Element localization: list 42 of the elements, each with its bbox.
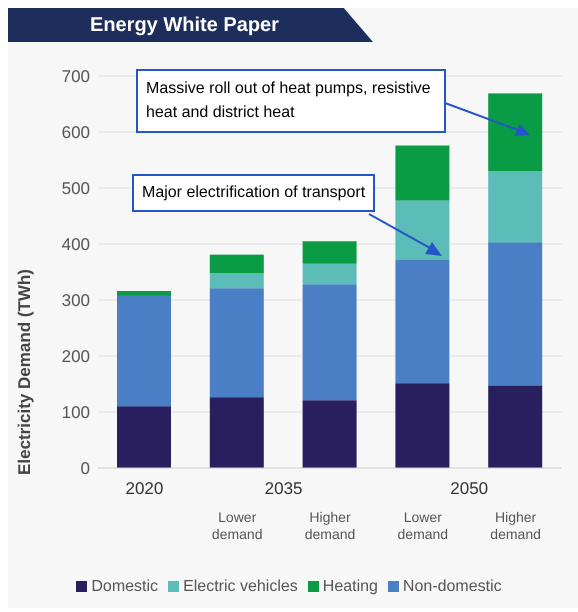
bar — [302, 284, 357, 400]
x-tick-label: Lower demand — [212, 509, 262, 542]
bar — [488, 171, 542, 242]
bar — [302, 241, 357, 264]
y-axis-title: Electricity Demand (TWh) — [15, 269, 34, 475]
chart-title: Energy White Paper — [89, 13, 280, 37]
bar — [117, 406, 171, 468]
legend-label: Heating — [322, 578, 378, 595]
bar — [395, 145, 450, 200]
x-tick-label: Higher demand — [490, 509, 541, 542]
bar — [210, 254, 264, 274]
bar — [117, 296, 171, 406]
legend-label: Non-domestic — [402, 578, 502, 595]
x-tick-label: Higher demand — [304, 509, 356, 542]
x-tick-label: 2020 — [125, 479, 164, 498]
annotation: Major electrification of transport — [132, 174, 376, 212]
bar — [210, 273, 264, 288]
y-tick-label: 400 — [62, 235, 90, 254]
bar — [210, 288, 264, 398]
x-tick-label: Lower demand — [398, 509, 448, 542]
bar — [302, 264, 357, 284]
bar — [395, 260, 450, 384]
legend-label: Domestic — [91, 578, 158, 595]
y-tick-label: 300 — [62, 291, 90, 310]
y-tick-label: 500 — [62, 179, 90, 198]
legend-label: Electric vehicles — [183, 578, 298, 595]
bar — [210, 397, 264, 468]
bar — [395, 383, 450, 468]
bar — [302, 400, 357, 468]
bar — [117, 291, 171, 296]
y-tick-label: 200 — [62, 347, 90, 366]
annotation: Massive roll out of heat pumps, resistive heat and district heat — [136, 69, 446, 133]
text: 2050 — [450, 479, 488, 498]
y-tick-label: 0 — [80, 459, 90, 478]
y-tick-label: 700 — [62, 67, 90, 86]
y-tick-label: 600 — [62, 123, 90, 142]
bar — [488, 93, 542, 172]
bar — [488, 242, 542, 386]
y-tick-label: 100 — [62, 403, 90, 422]
bar — [488, 386, 542, 468]
text: 2035 — [264, 479, 303, 498]
bar — [395, 200, 450, 260]
